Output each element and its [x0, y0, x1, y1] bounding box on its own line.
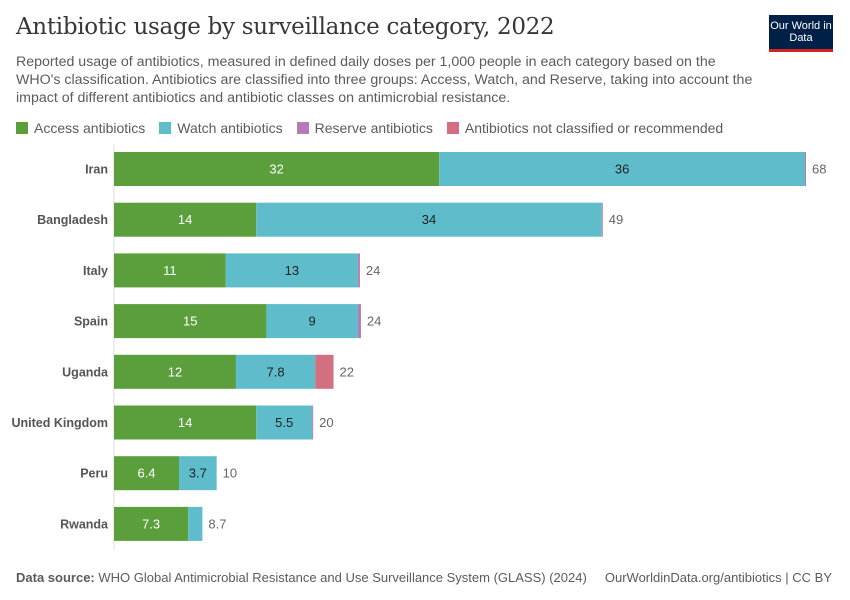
- total-label: 49: [609, 212, 623, 227]
- total-label: 24: [367, 314, 381, 329]
- total-label: 68: [812, 162, 826, 177]
- legend-item[interactable]: Antibiotics not classified or recommende…: [446, 120, 724, 136]
- chart-title: Antibiotic usage by surveillance categor…: [16, 14, 555, 40]
- bar-segment: [225, 253, 358, 288]
- bar-segment: [601, 202, 603, 237]
- category-label: Uganda: [62, 365, 109, 379]
- legend-item[interactable]: Reserve antibiotics: [296, 120, 433, 136]
- source-label: Data source:: [16, 570, 95, 585]
- owid-logo[interactable]: Our World in Data: [769, 15, 833, 52]
- legend-swatch: [296, 122, 309, 134]
- category-label: Iran: [85, 163, 108, 177]
- total-label: 10: [223, 466, 237, 481]
- legend-label: Reserve antibiotics: [314, 120, 433, 136]
- category-label: Peru: [80, 467, 108, 481]
- legend-label: Access antibiotics: [34, 120, 146, 136]
- data-label: 9: [309, 314, 316, 329]
- data-label: 13: [285, 263, 299, 278]
- data-label: 3.7: [189, 466, 207, 481]
- category-label: Rwanda: [60, 517, 109, 531]
- data-label: 36: [615, 162, 629, 177]
- data-label: 7.8: [267, 364, 285, 379]
- legend-label: Watch antibiotics: [177, 120, 283, 136]
- data-label: 32: [269, 162, 283, 177]
- source-text: WHO Global Antimicrobial Resistance and …: [98, 570, 587, 585]
- data-label: 12: [168, 364, 182, 379]
- bar-segment: [188, 506, 203, 541]
- bar-segment: [256, 202, 602, 237]
- bar-segment: [235, 354, 316, 389]
- bar-segment: [114, 202, 257, 237]
- bar-segment: [114, 354, 236, 389]
- legend-swatch: [159, 122, 172, 134]
- total-label: 20: [319, 415, 333, 430]
- data-source: Data source: WHO Global Antimicrobial Re…: [16, 570, 587, 585]
- data-label: 6.4: [137, 466, 155, 481]
- bar-segment: [357, 304, 361, 339]
- total-label: 8.7: [208, 516, 226, 531]
- legend-item[interactable]: Access antibiotics: [16, 120, 145, 136]
- bar-segment: [114, 456, 180, 491]
- bar-segment: [266, 304, 358, 339]
- bar-segment: [256, 405, 313, 440]
- data-label: 14: [178, 212, 192, 227]
- legend-item[interactable]: Watch antibiotics: [159, 120, 283, 136]
- legend: Access antibiotics Watch antibiotics Reser…: [16, 120, 723, 136]
- bar-segment: [315, 354, 334, 389]
- category-label: Italy: [83, 264, 108, 278]
- bar-segment: [439, 152, 805, 186]
- data-label: 34: [422, 212, 436, 227]
- bar-segment: [114, 304, 267, 339]
- bar-segment: [114, 152, 440, 186]
- bar-segment: [114, 253, 226, 288]
- data-label: 5.5: [275, 415, 293, 430]
- total-label: 24: [366, 263, 380, 278]
- data-label: 11: [163, 263, 177, 278]
- data-label: 15: [183, 314, 197, 329]
- data-label: 14: [178, 415, 192, 430]
- bar-segment: [357, 253, 360, 288]
- category-label: Spain: [74, 315, 108, 329]
- source-url[interactable]: OurWorldinData.org/antibiotics | CC BY: [604, 570, 832, 585]
- bar-segment: [114, 506, 189, 541]
- chart-subtitle: Reported usage of antibiotics, measured …: [16, 54, 753, 106]
- total-label: 22: [339, 364, 353, 379]
- legend-swatch: [446, 122, 459, 134]
- legend-swatch: [16, 122, 28, 134]
- bar-segment: [312, 405, 314, 440]
- category-label: Bangladesh: [37, 213, 108, 227]
- category-label: United Kingdom: [11, 416, 108, 430]
- data-label: 7.3: [142, 516, 160, 531]
- bar-segment: [179, 456, 217, 491]
- legend-label: Antibiotics not classified or recommende…: [464, 120, 724, 136]
- bar-segment: [805, 152, 807, 186]
- bar-segment: [114, 405, 257, 440]
